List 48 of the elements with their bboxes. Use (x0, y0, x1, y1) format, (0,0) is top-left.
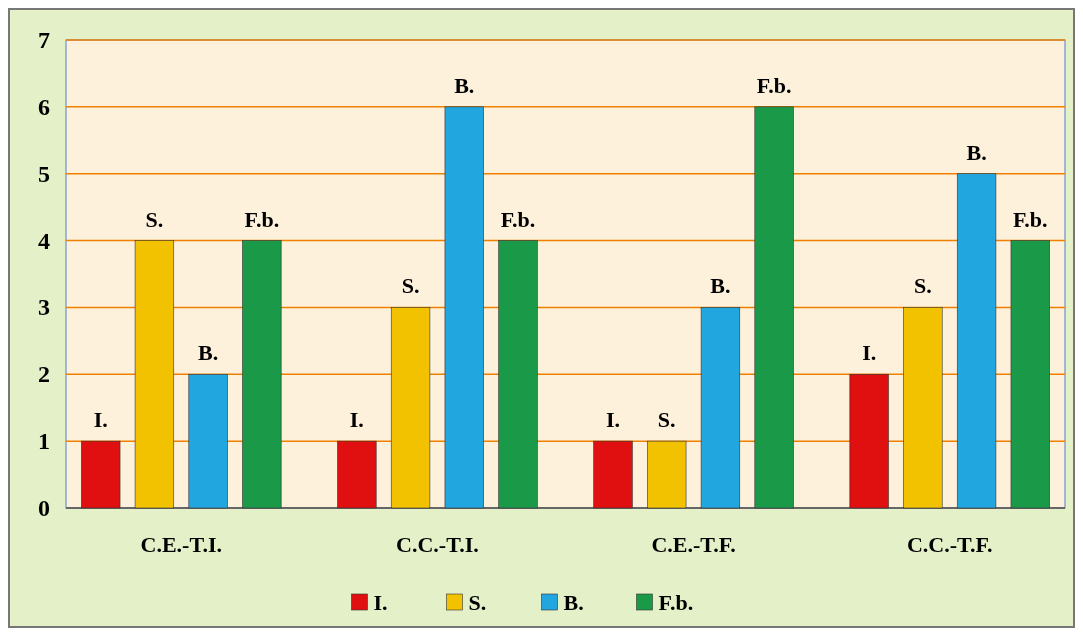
y-tick-label: 4 (38, 227, 50, 254)
data-label: B. (710, 273, 731, 299)
bar (134, 240, 175, 509)
data-label: I. (349, 407, 364, 433)
legend-label: I. (373, 590, 388, 615)
x-tick-label: C.C.-T.I. (396, 532, 479, 557)
bar (956, 173, 997, 509)
y-tick-label: 0 (38, 495, 50, 521)
bar (849, 373, 889, 509)
bar (337, 440, 377, 509)
data-label: I. (93, 407, 108, 433)
bar (242, 240, 282, 509)
legend-label: B. (563, 590, 584, 615)
bar (188, 373, 228, 509)
data-label: F.b. (756, 72, 792, 98)
legend-label: S. (468, 590, 487, 615)
data-label: F.b. (500, 206, 536, 232)
data-label: B. (966, 139, 987, 165)
x-tick-label: C.E.-T.I. (140, 532, 223, 557)
x-tick-label: C.C.-T.F. (906, 532, 993, 557)
data-label: S. (401, 273, 420, 299)
data-label: F.b. (244, 206, 280, 232)
data-label: B. (454, 72, 475, 98)
y-tick-label: 5 (38, 160, 50, 187)
data-label: I. (862, 340, 877, 366)
x-tick-label: C.E.-T.F. (651, 532, 736, 557)
data-label: I. (605, 407, 621, 433)
bar (754, 106, 794, 509)
bar (444, 106, 484, 509)
data-label: B. (198, 340, 219, 366)
bar (81, 440, 121, 509)
bar (903, 307, 943, 509)
data-label: F.b. (1012, 206, 1048, 232)
y-tick-label: 7 (38, 27, 50, 53)
y-tick-label: 3 (38, 294, 50, 321)
y-tick-label: 1 (38, 428, 50, 455)
bar (1010, 240, 1050, 509)
bar (593, 440, 633, 509)
data-label: S. (145, 206, 164, 232)
legend-label: F.b. (658, 590, 694, 615)
bar (498, 240, 538, 509)
bar (700, 307, 741, 509)
bar (647, 440, 687, 509)
bar (390, 307, 431, 509)
y-tick-label: 2 (38, 361, 50, 388)
data-label: S. (914, 273, 932, 299)
data-label: S. (657, 407, 676, 433)
y-tick-label: 6 (38, 93, 50, 120)
